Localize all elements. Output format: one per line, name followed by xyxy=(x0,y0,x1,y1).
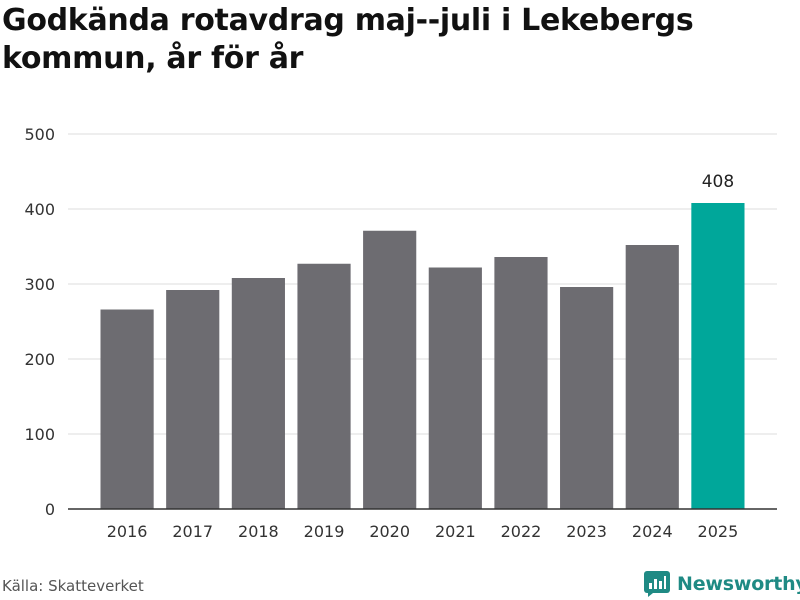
bar-2021 xyxy=(428,267,482,509)
x-tick-label: 2023 xyxy=(566,522,607,541)
y-tick-label: 500 xyxy=(24,125,55,144)
chart-title: Godkända rotavdrag maj--juli i Lekebergs… xyxy=(2,3,694,76)
y-tick-label: 100 xyxy=(24,425,55,444)
x-tick-label: 2020 xyxy=(369,522,410,541)
bar-2022 xyxy=(494,257,548,509)
bars xyxy=(100,203,745,509)
bar-2018 xyxy=(231,278,285,509)
bar-2020 xyxy=(363,230,417,509)
bar-2024 xyxy=(625,245,679,509)
x-axis-ticks: 2016 2017 2018 2019 2020 2021 2022 2023 2024 2025 xyxy=(107,522,739,541)
brand-name: Newsworthy xyxy=(677,573,800,595)
x-tick-label: 2021 xyxy=(435,522,476,541)
data-labels: 408 xyxy=(702,172,734,192)
bar-2016 xyxy=(100,309,154,509)
y-axis-ticks: 0 100 200 300 400 500 xyxy=(24,125,55,519)
x-tick-label: 2024 xyxy=(632,522,673,541)
y-tick-label: 400 xyxy=(24,200,55,219)
bar-2017 xyxy=(166,290,220,509)
x-tick-label: 2025 xyxy=(698,522,739,541)
y-tick-label: 300 xyxy=(24,275,55,294)
bar-2025 xyxy=(691,203,745,509)
bar-2019 xyxy=(297,263,351,509)
brand-logo: Newsworthy xyxy=(644,569,800,599)
newsworthy-logo-icon xyxy=(644,571,670,597)
x-tick-label: 2016 xyxy=(107,522,148,541)
y-tick-label: 200 xyxy=(24,350,55,369)
source-note: Källa: Skatteverket xyxy=(2,577,144,595)
x-tick-label: 2018 xyxy=(238,522,279,541)
data-label: 408 xyxy=(702,172,734,192)
y-tick-label: 0 xyxy=(45,500,55,519)
x-tick-label: 2022 xyxy=(501,522,542,541)
x-tick-label: 2017 xyxy=(172,522,213,541)
x-tick-label: 2019 xyxy=(304,522,345,541)
bar-2023 xyxy=(560,287,614,509)
